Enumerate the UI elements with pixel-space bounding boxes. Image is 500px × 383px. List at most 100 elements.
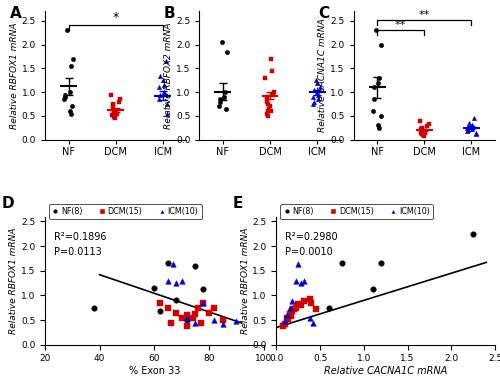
Text: C: C xyxy=(318,7,330,21)
Point xyxy=(221,89,229,95)
Point xyxy=(374,80,382,86)
Point xyxy=(156,300,164,306)
Point xyxy=(416,118,424,124)
Point xyxy=(370,96,378,102)
Point xyxy=(418,131,426,137)
Point xyxy=(223,49,231,55)
Point xyxy=(470,115,478,121)
Text: E: E xyxy=(232,196,243,211)
Point xyxy=(110,108,118,114)
Point xyxy=(308,300,316,306)
Point xyxy=(183,312,191,318)
Point xyxy=(107,92,115,98)
Point xyxy=(268,68,276,74)
Point xyxy=(264,101,272,107)
Point xyxy=(418,129,426,136)
Point xyxy=(420,128,428,134)
Point xyxy=(378,42,386,48)
Point xyxy=(218,39,226,46)
Point xyxy=(338,260,346,267)
Point xyxy=(62,92,70,98)
Point xyxy=(192,311,200,317)
Point xyxy=(375,125,383,131)
Point xyxy=(109,101,117,107)
Text: P=0.0113: P=0.0113 xyxy=(54,247,102,257)
Point xyxy=(309,101,317,107)
Point xyxy=(210,304,218,311)
Point xyxy=(266,106,274,112)
Point xyxy=(164,260,172,267)
Point xyxy=(170,261,177,267)
Point xyxy=(162,58,170,64)
Point xyxy=(113,110,121,116)
Point xyxy=(418,127,426,133)
Point xyxy=(108,103,116,110)
Legend: NF(8), DCM(15), ICM(10): NF(8), DCM(15), ICM(10) xyxy=(49,204,202,219)
Text: A: A xyxy=(10,7,22,21)
Point xyxy=(160,82,168,88)
Point xyxy=(468,126,476,132)
Point xyxy=(469,231,477,237)
X-axis label: % Exon 33: % Exon 33 xyxy=(128,366,180,376)
Y-axis label: Relative RBFOX2 mRNA: Relative RBFOX2 mRNA xyxy=(164,22,173,129)
Point xyxy=(280,323,287,329)
Point xyxy=(214,103,222,110)
Point xyxy=(468,122,475,128)
Point xyxy=(420,133,428,139)
Point xyxy=(192,319,200,326)
Point xyxy=(283,312,291,318)
Point xyxy=(286,304,294,311)
Point xyxy=(216,98,224,105)
Point xyxy=(266,103,274,110)
Point xyxy=(264,94,272,100)
Point xyxy=(164,278,172,284)
Point xyxy=(220,94,228,100)
Point xyxy=(218,317,226,323)
Point xyxy=(267,56,275,62)
Point xyxy=(159,77,167,83)
Point xyxy=(288,313,296,319)
Point xyxy=(200,300,207,306)
Point xyxy=(192,263,200,269)
Point xyxy=(267,108,275,114)
Point xyxy=(281,321,289,327)
Point xyxy=(262,75,270,81)
Point xyxy=(66,108,74,114)
Point xyxy=(310,87,318,93)
Point xyxy=(368,286,376,293)
Point xyxy=(422,129,430,136)
Point xyxy=(309,319,317,326)
Point xyxy=(292,304,300,311)
Y-axis label: Relative RBFOX1 mRNA: Relative RBFOX1 mRNA xyxy=(9,228,18,334)
Point xyxy=(183,323,191,329)
Point xyxy=(205,309,213,316)
Point xyxy=(67,63,75,69)
Point xyxy=(194,304,202,311)
Point xyxy=(284,316,292,322)
Point xyxy=(418,127,426,133)
Point xyxy=(156,92,164,98)
Point xyxy=(312,77,320,83)
Point xyxy=(297,302,305,308)
Point xyxy=(178,314,186,321)
Point xyxy=(150,285,158,291)
Point xyxy=(372,28,380,34)
Point xyxy=(464,128,471,134)
Point xyxy=(288,298,296,304)
Point xyxy=(316,84,324,90)
Point xyxy=(417,131,425,137)
Point xyxy=(164,304,172,311)
Point xyxy=(216,96,224,102)
Legend: NF(8), DCM(15), ICM(10): NF(8), DCM(15), ICM(10) xyxy=(280,204,433,219)
Point xyxy=(172,280,180,286)
Point xyxy=(154,84,162,90)
Text: P=0.0010: P=0.0010 xyxy=(285,247,333,257)
Point xyxy=(424,121,432,128)
Point xyxy=(112,108,120,114)
Point xyxy=(264,108,272,114)
Point xyxy=(418,125,426,131)
Point xyxy=(419,132,427,138)
Point xyxy=(110,110,118,116)
Point xyxy=(312,306,320,312)
Point xyxy=(178,278,186,284)
